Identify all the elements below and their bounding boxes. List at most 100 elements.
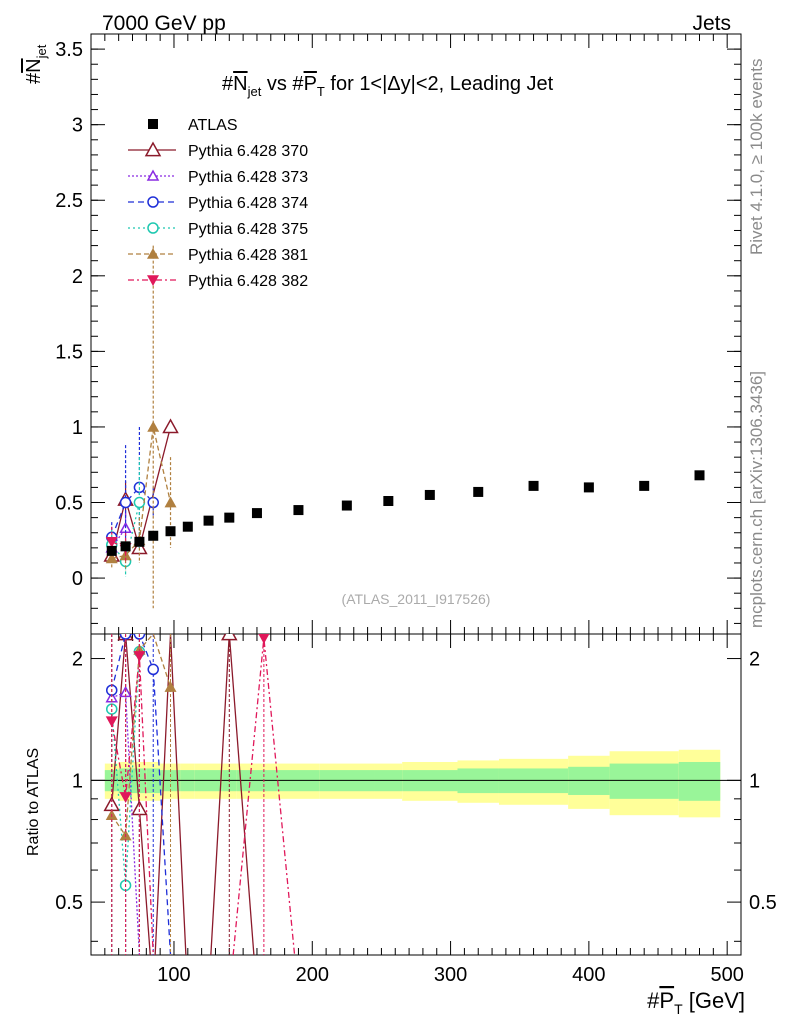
legend-item: Pythia 6.428 373 xyxy=(128,169,308,186)
ratio-series-line xyxy=(111,634,172,955)
legend-label: Pythia 6.428 374 xyxy=(188,195,308,212)
main-ytick-label: 0.5 xyxy=(55,493,83,515)
series-point xyxy=(105,552,118,564)
legend-label: ATLAS xyxy=(188,117,238,134)
atlas-point xyxy=(293,505,304,516)
ratio-band-inner xyxy=(568,766,610,795)
legend-label: Pythia 6.428 370 xyxy=(188,143,308,160)
atlas-point xyxy=(528,480,539,491)
atlas-point xyxy=(203,515,214,526)
ratio-point xyxy=(147,663,159,676)
ratio-frame xyxy=(90,633,742,956)
ratio-point xyxy=(221,634,238,641)
legend-item: Pythia 6.428 374 xyxy=(128,195,308,212)
atlas-point xyxy=(224,512,235,523)
series-point xyxy=(105,537,118,548)
series-point xyxy=(119,496,132,509)
ratio-point xyxy=(164,681,177,692)
legend-marker xyxy=(146,169,160,181)
x-axis-label: #PT [GeV] xyxy=(647,988,745,1017)
jets-label: Jets xyxy=(692,12,731,35)
legend-item: Pythia 6.428 370 xyxy=(128,141,308,160)
ratio-ytick-label: 1 xyxy=(72,770,83,792)
series-point xyxy=(133,496,146,509)
xtick-label: 400 xyxy=(572,964,605,986)
legend-label: Pythia 6.428 381 xyxy=(188,247,308,264)
atlas-point xyxy=(251,508,262,519)
series-line xyxy=(111,426,172,556)
ratio-ytick-label: 2 xyxy=(72,649,83,671)
xtick-label: 100 xyxy=(157,964,190,986)
ratio-point xyxy=(133,651,146,662)
atlas-point xyxy=(383,496,394,507)
ratio-ytick-label-right: 2 xyxy=(749,649,760,671)
ratio-ytick-label-right: 0.5 xyxy=(749,892,777,914)
atlas-point xyxy=(148,530,159,541)
main-ytick-label: 1.5 xyxy=(55,341,83,363)
mcplots-label: mcplots.cern.ch [arXiv:1306.3436] xyxy=(747,371,766,628)
ratio-ytick-label: 0.5 xyxy=(55,892,83,914)
legend-label: Pythia 6.428 373 xyxy=(188,169,308,186)
ratio-series-line xyxy=(111,691,141,955)
xtick-label: 200 xyxy=(296,964,329,986)
legend-marker xyxy=(147,222,159,234)
atlas-point xyxy=(165,526,176,537)
legend-item-atlas: ATLAS xyxy=(148,117,238,134)
main-ytick-label: 2 xyxy=(72,266,83,288)
atlas-point xyxy=(120,541,131,552)
atlas-point xyxy=(473,486,484,497)
main-ytick-label: 2.5 xyxy=(55,190,83,212)
legend-marker xyxy=(147,275,159,286)
atlas-point xyxy=(424,489,435,500)
legend-marker xyxy=(148,119,158,129)
ratio-series xyxy=(103,634,296,955)
legend-marker xyxy=(144,141,162,157)
atlas-point xyxy=(182,521,193,532)
main-ytick-label: 1 xyxy=(72,417,83,439)
atlas-data xyxy=(106,470,705,556)
atlas-point xyxy=(639,480,650,491)
legend-item: Pythia 6.428 375 xyxy=(128,221,308,238)
ratio-series-pythia-6-428-382 xyxy=(105,634,296,955)
atlas-point xyxy=(694,470,705,481)
ratio-point xyxy=(258,634,270,644)
ratio-ylabel: Ratio to ATLAS xyxy=(25,748,42,856)
ratio-bands xyxy=(91,749,741,818)
main-ticks: 0 0.5 1 1.5 2 2.5 3 3.5 xyxy=(55,39,741,624)
legend-marker xyxy=(147,196,159,208)
ratio-series-line xyxy=(111,634,255,955)
main-ylabel: #Njet xyxy=(23,44,49,84)
ratio-ticks: 0.5 0.5 1 1 2 2 xyxy=(55,649,777,942)
rivet-label: Rivet 4.1.0, ≥ 100k events xyxy=(747,59,766,255)
legend-marker xyxy=(147,248,159,259)
atlas-point xyxy=(583,482,594,493)
series-point xyxy=(147,420,160,432)
ratio-point xyxy=(105,716,118,728)
atlas-point xyxy=(341,500,352,511)
ratio-ytick-label-right: 1 xyxy=(749,770,760,792)
legend-label: Pythia 6.428 382 xyxy=(188,273,308,290)
ratio-band-inner xyxy=(609,763,679,799)
main-ytick-label: 3.5 xyxy=(55,39,83,61)
main-series xyxy=(103,245,705,609)
ratio-point xyxy=(119,792,132,803)
series-point xyxy=(162,418,179,434)
main-ytick-label: 3 xyxy=(72,115,83,137)
legend: ATLAS Pythia 6.428 370 Pythia 6.428 373 Pyt… xyxy=(128,117,308,290)
atlas-point xyxy=(134,536,145,547)
legend-item: Pythia 6.428 381 xyxy=(128,247,308,264)
main-ytick-label: 0 xyxy=(72,568,83,590)
atlas-point xyxy=(106,545,117,556)
series-point xyxy=(164,496,177,508)
xtick-label: 300 xyxy=(434,964,467,986)
xtick-label: 500 xyxy=(710,964,743,986)
plot-title: #Njet vs #PT for 1<|Δy|<2, Leading Jet xyxy=(222,73,554,99)
x-ticks: 100 200 300 400 500 xyxy=(104,34,744,986)
analysis-watermark: (ATLAS_2011_I917526) xyxy=(342,591,491,607)
energy-label: 7000 GeV pp xyxy=(102,12,226,35)
legend-item: Pythia 6.428 382 xyxy=(128,273,308,290)
ratio-band-inner xyxy=(678,761,721,801)
legend-label: Pythia 6.428 375 xyxy=(188,221,308,238)
ratio-point xyxy=(131,800,148,816)
